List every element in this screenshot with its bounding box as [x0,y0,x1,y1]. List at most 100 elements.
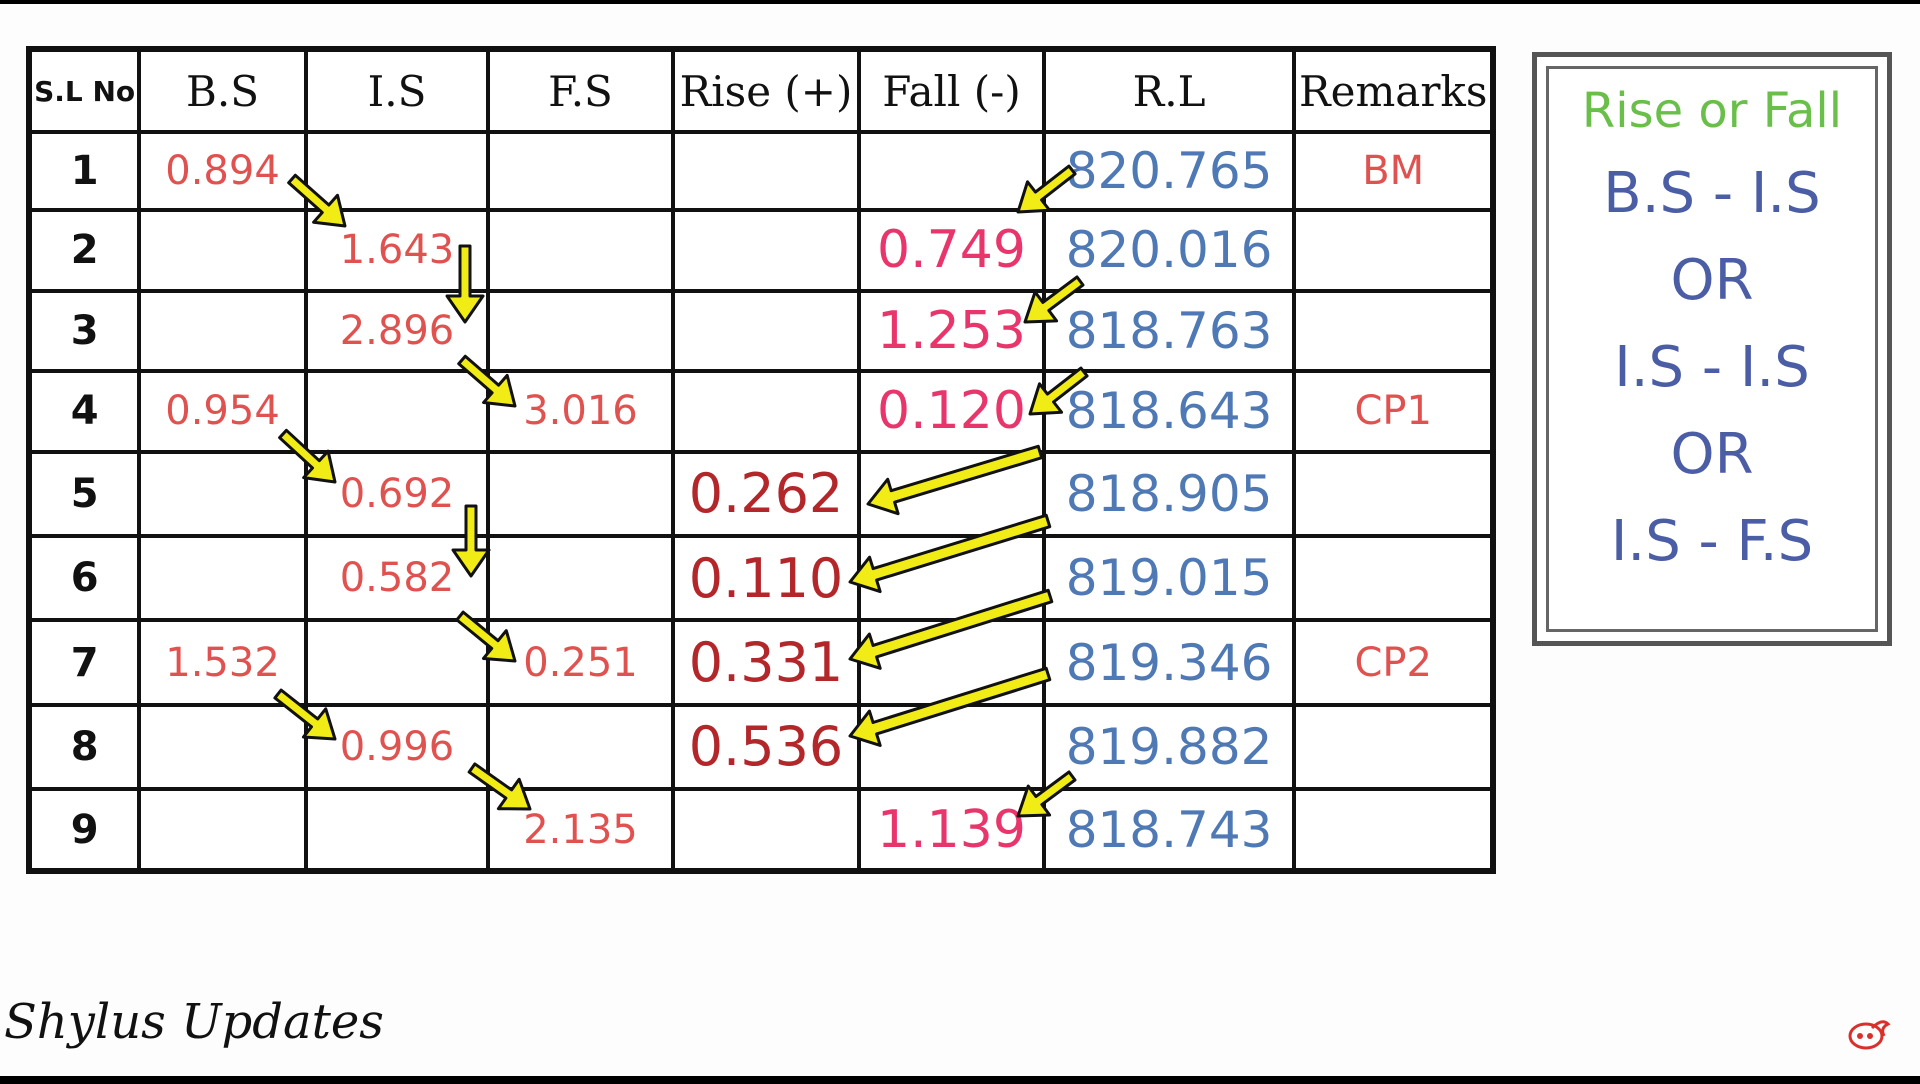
header-sl-no: S.L No [26,47,142,134]
table-row: 2 1.643 0.749 820.016 [26,208,1495,293]
cell-rl: 819.882 [1041,702,1297,792]
header-is: I.S [303,47,491,134]
brand-watermark: Shylus Updates [4,994,384,1050]
cell-sl: 7 [26,618,142,707]
formula-bs-is: B.S - I.S [1603,161,1821,226]
cell-is [303,369,491,454]
cell-fs [486,288,675,374]
table-row: 5 0.692 0.262 818.905 [26,449,1495,539]
cell-rise: 0.110 [670,534,862,623]
table-row: 3 2.896 1.253 818.763 [26,288,1495,374]
cell-rl: 818.643 [1041,369,1297,454]
cell-sl: 4 [26,369,142,454]
cell-is: 0.582 [303,534,491,623]
cell-bs [137,787,308,873]
cell-sl: 1 [26,129,142,213]
table-row: 8 0.996 0.536 819.882 [26,702,1495,792]
cell-fall [857,702,1046,792]
table-row: 1 0.894 820.765 BM [26,129,1495,213]
header-bs: B.S [137,47,308,134]
cell-rise: 0.536 [670,702,862,792]
header-row: S.L No B.S I.S F.S Rise (+) Fall (-) R.L… [26,47,1495,134]
cell-fall: 0.120 [857,369,1046,454]
cell-fall [857,534,1046,623]
header-rise: Rise (+) [670,47,862,134]
cell-remarks: BM [1292,129,1495,213]
cell-rl: 820.765 [1041,129,1297,213]
cell-bs [137,288,308,374]
cell-is: 0.996 [303,702,491,792]
cell-bs [137,208,308,293]
cell-is: 1.643 [303,208,491,293]
cell-rl: 819.346 [1041,618,1297,707]
cell-rise [670,288,862,374]
cell-fall: 1.253 [857,288,1046,374]
header-remarks: Remarks [1292,47,1495,134]
cell-rl: 820.016 [1041,208,1297,293]
formula-box: Rise or Fall B.S - I.S OR I.S - I.S OR I… [1532,52,1892,646]
cell-fs [486,702,675,792]
cell-rise [670,208,862,293]
cell-is [303,787,491,873]
cell-is: 2.896 [303,288,491,374]
cell-remarks [1292,702,1495,792]
table-row: 7 1.532 0.251 0.331 819.346 CP2 [26,618,1495,707]
cell-remarks: CP1 [1292,369,1495,454]
cell-remarks [1292,208,1495,293]
cell-rise: 0.331 [670,618,862,707]
cell-fall [857,449,1046,539]
cell-remarks [1292,787,1495,873]
channel-logo-icon [1848,1020,1891,1050]
cell-rl: 819.015 [1041,534,1297,623]
cell-fs [486,534,675,623]
cell-sl: 2 [26,208,142,293]
cell-bs [137,534,308,623]
cell-bs [137,702,308,792]
cell-bs: 0.894 [137,129,308,213]
cell-rise [670,369,862,454]
cell-fs: 2.135 [486,787,675,873]
formula-or-2: OR [1670,422,1754,487]
table-row: 6 0.582 0.110 819.015 [26,534,1495,623]
cell-sl: 3 [26,288,142,374]
table-row: 9 2.135 1.139 818.743 [26,787,1495,873]
header-rl: R.L [1041,47,1297,134]
formula-is-is: I.S - I.S [1614,335,1810,400]
cell-rl: 818.763 [1041,288,1297,374]
cell-rise [670,787,862,873]
cell-fs [486,449,675,539]
formula-or-1: OR [1670,248,1754,313]
cell-sl: 9 [26,787,142,873]
cell-is: 0.692 [303,449,491,539]
formula-is-fs: I.S - F.S [1610,509,1814,574]
cell-fs: 0.251 [486,618,675,707]
cell-bs: 1.532 [137,618,308,707]
cell-remarks: CP2 [1292,618,1495,707]
cell-fs [486,208,675,293]
cell-sl: 5 [26,449,142,539]
table-row: 4 0.954 3.016 0.120 818.643 CP1 [26,369,1495,454]
cell-sl: 8 [26,702,142,792]
cell-rise [670,129,862,213]
cell-fs [486,129,675,213]
cell-sl: 6 [26,534,142,623]
cell-rl: 818.743 [1041,787,1297,873]
formula-title: Rise or Fall [1581,83,1843,139]
cell-bs [137,449,308,539]
cell-bs: 0.954 [137,369,308,454]
cell-rl: 818.905 [1041,449,1297,539]
slide-canvas: S.L No B.S I.S F.S Rise (+) Fall (-) R.L… [0,4,1920,1076]
cell-remarks [1292,449,1495,539]
cell-is [303,129,491,213]
header-fs: F.S [486,47,675,134]
cell-fall [857,618,1046,707]
header-fall: Fall (-) [857,47,1046,134]
cell-remarks [1292,534,1495,623]
cell-fall: 0.749 [857,208,1046,293]
cell-fall: 1.139 [857,787,1046,873]
cell-rise: 0.262 [670,449,862,539]
cell-fall [857,129,1046,213]
levelling-table: S.L No B.S I.S F.S Rise (+) Fall (-) R.L… [26,46,1496,874]
cell-is [303,618,491,707]
cell-fs: 3.016 [486,369,675,454]
